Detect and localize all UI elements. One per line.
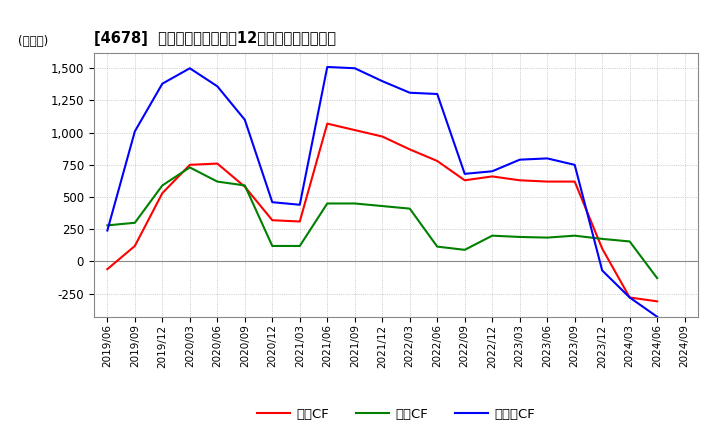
営業CF: [460, 178, 469, 183]
フリーCF: [653, 314, 662, 319]
投資CF: [130, 220, 139, 225]
フリーCF: [598, 268, 606, 273]
投資CF: [488, 233, 497, 238]
フリーCF: [378, 78, 387, 84]
フリーCF: [570, 162, 579, 168]
投資CF: [653, 275, 662, 281]
投資CF: [570, 233, 579, 238]
フリーCF: [186, 66, 194, 71]
フリーCF: [405, 90, 414, 95]
投資CF: [516, 235, 524, 240]
Line: 投資CF: 投資CF: [107, 167, 657, 278]
営業CF: [268, 217, 276, 223]
フリーCF: [295, 202, 304, 207]
フリーCF: [240, 117, 249, 122]
Line: 営業CF: 営業CF: [107, 124, 657, 301]
投資CF: [295, 243, 304, 249]
営業CF: [543, 179, 552, 184]
フリーCF: [213, 84, 222, 89]
投資CF: [186, 165, 194, 170]
投資CF: [543, 235, 552, 240]
投資CF: [268, 243, 276, 249]
投資CF: [103, 223, 112, 228]
投資CF: [213, 179, 222, 184]
フリーCF: [516, 157, 524, 162]
投資CF: [433, 244, 441, 249]
営業CF: [158, 191, 166, 196]
投資CF: [626, 239, 634, 244]
投資CF: [240, 183, 249, 188]
投資CF: [351, 201, 359, 206]
営業CF: [626, 295, 634, 300]
営業CF: [295, 219, 304, 224]
フリーCF: [460, 171, 469, 176]
営業CF: [516, 178, 524, 183]
投資CF: [378, 203, 387, 209]
フリーCF: [323, 64, 332, 70]
営業CF: [186, 162, 194, 168]
フリーCF: [543, 156, 552, 161]
フリーCF: [158, 81, 166, 86]
営業CF: [405, 147, 414, 152]
Line: フリーCF: フリーCF: [107, 67, 657, 317]
投資CF: [598, 236, 606, 242]
投資CF: [405, 206, 414, 211]
フリーCF: [103, 228, 112, 233]
営業CF: [570, 179, 579, 184]
営業CF: [488, 174, 497, 179]
営業CF: [130, 243, 139, 249]
フリーCF: [351, 66, 359, 71]
営業CF: [598, 246, 606, 251]
Y-axis label: (百万円): (百万円): [18, 34, 48, 48]
フリーCF: [268, 200, 276, 205]
フリーCF: [626, 295, 634, 300]
営業CF: [433, 158, 441, 164]
営業CF: [378, 134, 387, 139]
投資CF: [158, 183, 166, 188]
フリーCF: [130, 129, 139, 134]
投資CF: [323, 201, 332, 206]
フリーCF: [488, 169, 497, 174]
営業CF: [213, 161, 222, 166]
営業CF: [103, 267, 112, 272]
営業CF: [653, 299, 662, 304]
営業CF: [351, 128, 359, 133]
Legend: 営業CF, 投資CF, フリーCF: 営業CF, 投資CF, フリーCF: [252, 403, 540, 426]
フリーCF: [433, 92, 441, 97]
営業CF: [240, 184, 249, 189]
営業CF: [323, 121, 332, 126]
投資CF: [460, 247, 469, 253]
Text: [4678]  キャッシュフローの12か月移動合計の推移: [4678] キャッシュフローの12か月移動合計の推移: [94, 31, 336, 46]
